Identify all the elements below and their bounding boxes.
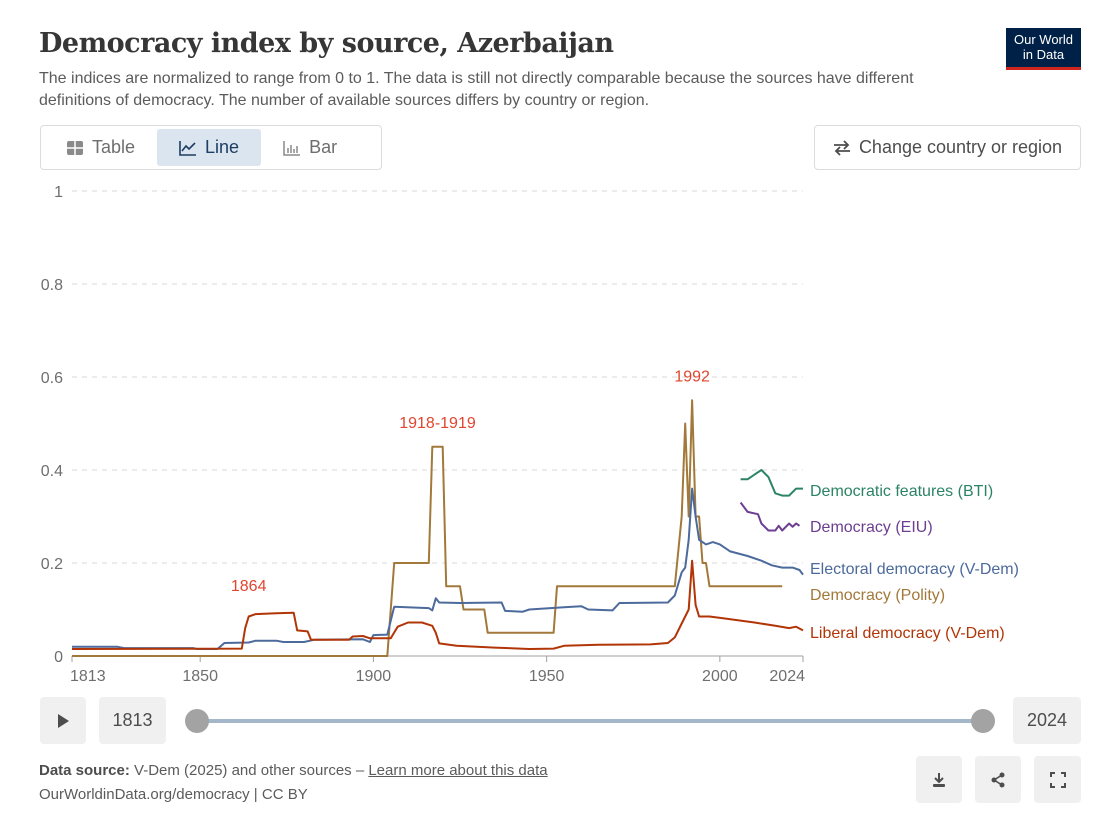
tab-label: Line	[205, 137, 240, 157]
y-tick-label: 0	[54, 649, 63, 666]
tab-label: Table	[92, 137, 136, 157]
annotation-label: 1918-1919	[399, 415, 476, 432]
series-line-democratic-features-bti-	[740, 469, 803, 497]
timeline-start-label[interactable]: 1813	[99, 697, 166, 744]
x-tick-label: 2024	[769, 668, 805, 685]
play-button[interactable]	[40, 697, 86, 744]
fullscreen-icon	[1049, 771, 1066, 788]
y-tick-label: 0.4	[41, 463, 63, 480]
line-chart: 0 0.2 0.4 0.6 0.8 1 1813 1850 1900 1950 2000 2024 18…	[41, 184, 1019, 685]
legend-label: Liberal democracy (V-Dem)	[810, 625, 1005, 642]
timeline-end-label[interactable]: 2024	[1013, 697, 1081, 744]
legend-label: Democratic features (BTI)	[810, 483, 993, 500]
x-tick-label: 1900	[356, 668, 392, 685]
download-button[interactable]	[916, 756, 962, 803]
y-tick-label: 0.6	[41, 370, 63, 387]
chart-title: Democracy index by source, Azerbaijan	[39, 28, 614, 59]
swap-arrows-icon	[833, 139, 850, 156]
x-tick-label: 1813	[70, 668, 106, 685]
bar-chart-icon	[283, 140, 301, 156]
annotation-label: 1864	[231, 578, 267, 595]
source-label: Data source:	[39, 762, 130, 779]
annotation-label: 1992	[674, 369, 710, 386]
source-url[interactable]: OurWorldinData.org/democracy | CC BY	[39, 786, 308, 803]
y-tick-label: 0.8	[41, 277, 63, 294]
x-tick-label: 1950	[529, 668, 565, 685]
share-icon	[991, 772, 1005, 787]
data-source: Data source: V-Dem (2025) and other sour…	[39, 762, 548, 779]
owid-logo[interactable]: Our World in Data	[1006, 28, 1081, 70]
tab-bar[interactable]: Bar	[261, 129, 359, 166]
x-tick-label: 2000	[702, 668, 738, 685]
change-country-button[interactable]: Change country or region	[814, 125, 1081, 170]
learn-more-link[interactable]: Learn more about this data	[368, 762, 548, 779]
y-tick-label: 0.2	[41, 556, 63, 573]
series-line-liberal-democracy-v-dem-	[71, 559, 804, 650]
series-line-democracy-polity-	[72, 399, 783, 657]
logo-line1: Our World	[1014, 32, 1073, 47]
table-icon	[67, 140, 83, 155]
share-button[interactable]	[975, 756, 1021, 803]
y-tick-label: 1	[54, 184, 63, 201]
chart-subtitle: The indices are normalized to range from…	[39, 70, 914, 109]
legend-label: Electoral democracy (V-Dem)	[810, 561, 1019, 578]
timeline-end-handle[interactable]	[971, 709, 995, 733]
series-line-democracy-eiu-	[739, 501, 801, 532]
fullscreen-button[interactable]	[1034, 756, 1081, 803]
tab-label: Bar	[309, 137, 338, 157]
timeline-start-handle[interactable]	[185, 709, 209, 733]
x-tick-label: 1850	[182, 668, 218, 685]
view-tabs: Table Line Bar	[40, 125, 382, 170]
timeline-track[interactable]	[197, 719, 983, 723]
legend-label: Democracy (EIU)	[810, 519, 933, 536]
tab-line[interactable]: Line	[157, 129, 262, 166]
legend-label: Democracy (Polity)	[810, 587, 945, 604]
tab-table[interactable]: Table	[44, 129, 157, 166]
change-country-label: Change country or region	[858, 137, 1063, 157]
line-chart-icon	[179, 140, 197, 156]
play-icon	[58, 713, 69, 728]
download-icon	[933, 772, 945, 787]
series-line-electoral-democracy-v-dem-	[72, 487, 804, 650]
logo-line2: in Data	[1022, 47, 1065, 62]
source-text: V-Dem (2025) and other sources –	[134, 762, 369, 779]
